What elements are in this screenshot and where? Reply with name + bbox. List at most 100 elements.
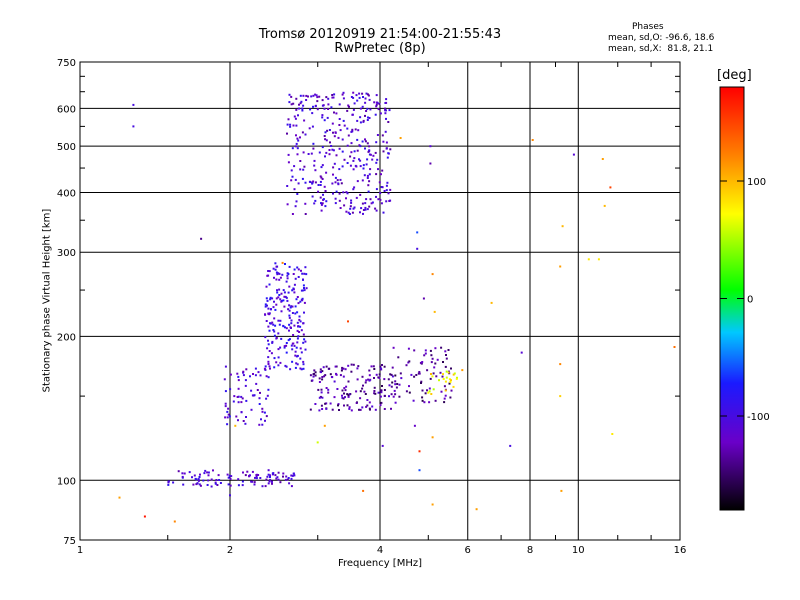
data-point <box>421 396 424 399</box>
data-point <box>244 384 247 387</box>
data-point <box>520 351 523 354</box>
data-point <box>287 291 290 294</box>
data-point <box>386 181 389 184</box>
data-point <box>315 94 318 97</box>
data-point <box>198 483 201 486</box>
data-point <box>327 391 330 394</box>
data-point <box>304 340 307 343</box>
data-point <box>348 393 351 396</box>
data-point <box>430 361 433 364</box>
data-point <box>223 378 226 381</box>
data-point <box>369 108 372 111</box>
data-point <box>224 405 227 408</box>
chart-subtitle: RwPretec (8p) <box>334 41 426 56</box>
data-point <box>266 475 269 478</box>
data-point <box>251 480 254 483</box>
data-point <box>269 476 271 478</box>
data-point <box>241 484 244 487</box>
data-point <box>299 102 302 105</box>
x-axis-label: Frequency [MHz] <box>337 558 423 569</box>
y-tick-label: 100 <box>57 476 76 487</box>
data-point <box>333 111 335 114</box>
data-point <box>399 137 402 139</box>
data-point <box>291 305 294 308</box>
data-point <box>452 373 455 376</box>
data-point <box>230 475 233 478</box>
data-point <box>384 130 387 133</box>
data-point <box>285 344 288 347</box>
data-point <box>327 103 330 106</box>
data-point <box>335 154 338 157</box>
data-point <box>364 393 367 395</box>
data-point <box>172 481 175 484</box>
data-point <box>302 360 305 363</box>
data-point <box>245 399 248 402</box>
data-point <box>389 373 392 376</box>
data-point <box>274 474 277 477</box>
data-point <box>215 479 218 481</box>
data-point <box>377 376 380 379</box>
data-point <box>341 396 344 399</box>
data-point <box>296 341 299 344</box>
data-point <box>304 213 307 215</box>
data-point <box>296 337 299 340</box>
data-point <box>323 135 326 137</box>
data-point <box>282 325 285 328</box>
data-point <box>407 347 410 350</box>
data-point <box>426 369 429 372</box>
data-point <box>305 287 308 290</box>
data-point <box>450 379 452 382</box>
data-point <box>358 96 361 99</box>
data-point <box>278 294 281 296</box>
data-point <box>380 173 382 176</box>
data-point <box>356 149 359 152</box>
data-point <box>210 478 213 481</box>
data-point <box>559 363 562 366</box>
data-point <box>450 367 452 370</box>
data-point <box>346 192 349 195</box>
data-point <box>572 153 575 156</box>
data-point <box>132 103 135 106</box>
data-point <box>352 188 355 191</box>
data-point <box>301 107 304 110</box>
data-point <box>207 479 210 482</box>
data-point <box>349 164 352 167</box>
data-point <box>310 95 313 98</box>
data-point <box>447 349 450 351</box>
data-point <box>356 367 359 370</box>
data-point <box>394 374 397 377</box>
data-point <box>300 351 303 354</box>
data-point <box>418 371 421 373</box>
data-point <box>284 478 287 481</box>
data-point <box>284 364 287 367</box>
data-point <box>368 117 371 119</box>
data-point <box>267 363 270 365</box>
data-point <box>292 288 295 291</box>
data-point <box>301 177 304 180</box>
data-point <box>267 469 270 472</box>
grid-lines <box>80 62 680 540</box>
stats-x-mode: mean, sd,X: 81.8, 21.1 <box>608 44 714 54</box>
data-point <box>257 474 260 476</box>
data-point <box>348 105 350 108</box>
data-point <box>233 395 236 398</box>
data-point <box>325 387 328 389</box>
data-point <box>388 384 391 387</box>
y-tick-label: 400 <box>57 188 76 199</box>
data-point <box>327 388 330 391</box>
data-point <box>291 213 294 215</box>
data-point <box>198 476 201 478</box>
data-point <box>325 151 328 154</box>
data-point <box>331 94 334 96</box>
data-point <box>444 389 447 392</box>
data-point <box>288 314 291 317</box>
data-point <box>427 391 430 394</box>
data-point <box>322 193 324 196</box>
data-point <box>302 151 305 154</box>
data-point <box>362 96 364 98</box>
data-point <box>559 395 562 398</box>
data-point <box>440 346 443 349</box>
data-point <box>268 312 271 315</box>
data-point <box>281 261 284 264</box>
data-point <box>289 123 292 126</box>
